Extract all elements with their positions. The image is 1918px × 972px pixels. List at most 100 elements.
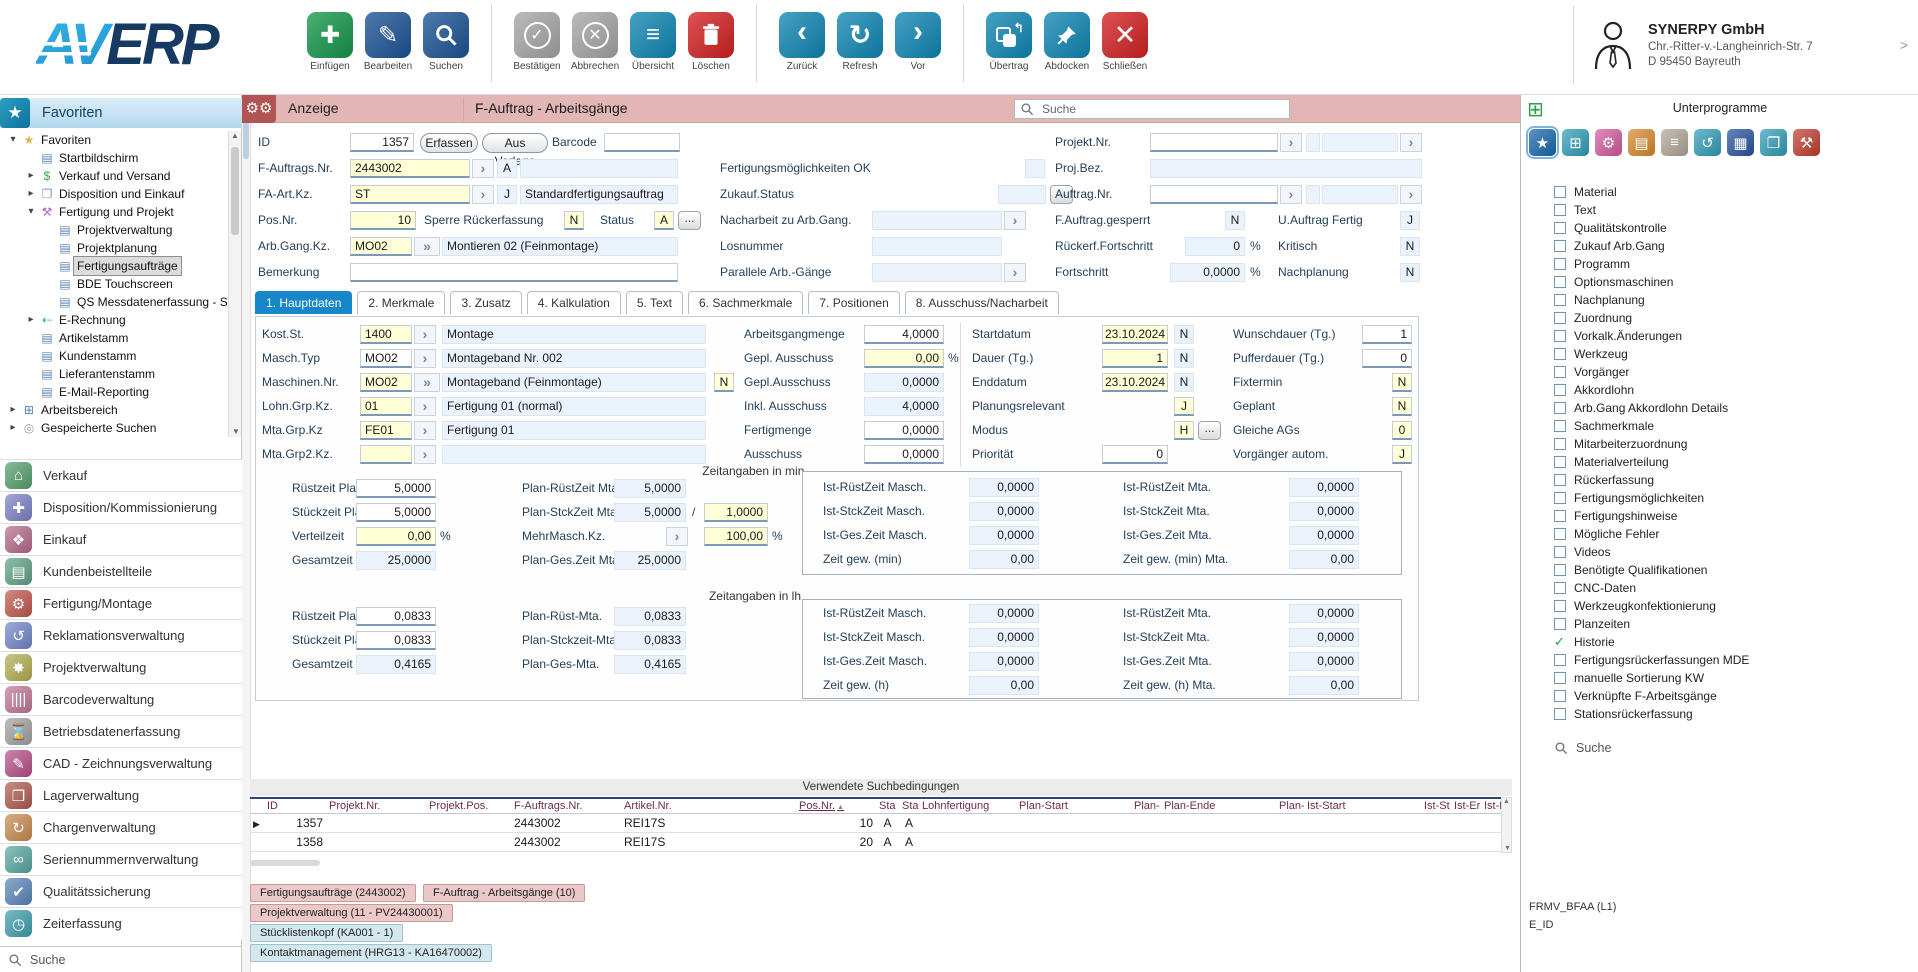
expander-icon[interactable]: ▸ xyxy=(28,188,34,199)
fa-art-field[interactable]: ST xyxy=(350,185,470,204)
tab[interactable]: 7. Positionen xyxy=(808,291,900,314)
ausschuss-field[interactable]: 0,0000 xyxy=(864,445,944,464)
gepl-ausschuss-pct-field[interactable]: 0,00 xyxy=(864,349,944,368)
subprogram-icon[interactable]: ↺ xyxy=(1694,129,1721,156)
column-header[interactable]: Sta xyxy=(879,800,896,812)
checkbox[interactable] xyxy=(1554,384,1566,396)
checkbox[interactable] xyxy=(1554,672,1566,684)
tree-item[interactable]: ▸ ❐ Disposition und Einkauf xyxy=(0,185,228,203)
checkbox[interactable] xyxy=(1554,348,1566,360)
auftrag-nr-field[interactable] xyxy=(1150,185,1278,204)
scrollbar-thumb[interactable] xyxy=(243,107,249,159)
geplant-flag[interactable]: N xyxy=(1392,397,1412,416)
subprogram-item[interactable]: ✓ Historie xyxy=(1521,633,1918,651)
subprogram-icon[interactable]: ⊞ xyxy=(1562,129,1589,156)
subprogram-item[interactable]: ✓ CNC-Daten xyxy=(1521,579,1918,597)
subprogram-item[interactable]: ✓ Sachmerkmale xyxy=(1521,417,1918,435)
subprogram-icon[interactable]: ⚙ xyxy=(1595,129,1622,156)
tree-item[interactable]: ▤ Lieferantenstamm xyxy=(0,365,228,383)
tree-item[interactable]: ▤ E-Mail-Reporting xyxy=(0,383,228,401)
tree-item[interactable]: ▤ Artikelstamm xyxy=(0,329,228,347)
bottom-tab-projektverwaltung[interactable]: Projektverwaltung (11 - PV24430001) xyxy=(250,904,453,922)
module-item[interactable]: ✸ Projektverwaltung xyxy=(0,651,242,683)
horizontal-scrollbar[interactable] xyxy=(250,860,320,866)
mehrmasch-arrow[interactable]: › xyxy=(666,527,688,546)
subprogram-item[interactable]: ✓ Rückerfassung xyxy=(1521,471,1918,489)
subprogram-icon[interactable]: ≡ xyxy=(1661,129,1688,156)
column-header[interactable] xyxy=(250,799,264,813)
subprogram-item[interactable]: ✓ Werkzeugkonfektionierung xyxy=(1521,597,1918,615)
column-header[interactable]: Plan- xyxy=(1279,800,1304,812)
forward-button[interactable]: › Vor xyxy=(891,12,945,72)
subprogram-item[interactable]: ✓ Videos xyxy=(1521,543,1918,561)
arbgang-lookup-arrow[interactable]: » xyxy=(414,237,440,256)
module-item[interactable]: ▤ Kundenbeistellteile xyxy=(0,555,242,587)
erfassen-button[interactable]: Erfassen xyxy=(420,133,478,153)
modus-more-button[interactable]: ... xyxy=(1198,421,1221,440)
checkbox[interactable] xyxy=(1554,258,1566,270)
subprogram-item[interactable]: ✓ Materialverteilung xyxy=(1521,453,1918,471)
close-button[interactable]: ✕ Schließen xyxy=(1098,12,1152,72)
parallele-field[interactable] xyxy=(872,263,1002,282)
subprogram-item[interactable]: ✓ Arb.Gang Akkordlohn Details xyxy=(1521,399,1918,417)
subprogram-item[interactable]: ✓ Text xyxy=(1521,201,1918,219)
masch-typ-field[interactable]: MO02 xyxy=(360,349,412,368)
kost-st-arrow[interactable]: › xyxy=(414,325,436,344)
module-item[interactable]: ✔ Qualitätssicherung xyxy=(0,875,242,907)
checkbox[interactable] xyxy=(1554,528,1566,540)
checkbox[interactable] xyxy=(1554,204,1566,216)
checkbox[interactable] xyxy=(1554,222,1566,234)
expander-icon[interactable]: ▾ xyxy=(28,206,34,217)
ruestzeit-plan-field[interactable]: 5,0000 xyxy=(356,479,436,498)
tree-item[interactable]: ▸ ◎ Gespeicherte Suchen xyxy=(0,419,228,437)
subprogram-item[interactable]: ✓ Zukauf Arb.Gang xyxy=(1521,237,1918,255)
subprogram-item[interactable]: ✓ manuelle Sortierung KW xyxy=(1521,669,1918,687)
column-header[interactable]: Projekt.Nr. xyxy=(329,800,381,812)
column-header[interactable]: Lohnfertigung xyxy=(922,800,990,812)
nacharbeit-field[interactable] xyxy=(872,211,1002,230)
prioritaet-field[interactable]: 0 xyxy=(1102,445,1168,464)
table-scrollbar[interactable]: ▲ ▼ xyxy=(1501,797,1512,853)
expander-icon[interactable]: ▸ xyxy=(28,170,34,181)
subprogram-icon[interactable]: ▦ xyxy=(1727,129,1754,156)
tree-item[interactable]: ▸ ⇠ E-Rechnung xyxy=(0,311,228,329)
arbeitsgangmenge-field[interactable]: 4,0000 xyxy=(864,325,944,344)
tree-item[interactable]: ▤ BDE Touchscreen xyxy=(0,275,228,293)
delete-button[interactable]: Löschen xyxy=(684,12,738,72)
checkbox[interactable] xyxy=(1554,690,1566,702)
tree-item[interactable]: ▤ Fertigungsaufträge xyxy=(0,256,228,276)
checkbox[interactable] xyxy=(1554,600,1566,612)
checkbox[interactable] xyxy=(1554,294,1566,306)
checkbox[interactable] xyxy=(1554,510,1566,522)
startdatum-field[interactable]: 23.10.2024 xyxy=(1102,325,1168,344)
tree-item[interactable]: ▤ QS Messdatenerfassung - S xyxy=(0,293,228,311)
stueckzeit-plan-field[interactable]: 5,0000 xyxy=(356,503,436,522)
subprogram-item[interactable]: ✓ Akkordlohn xyxy=(1521,381,1918,399)
maschinen-nr-arrow[interactable]: » xyxy=(414,373,440,392)
subprogram-item[interactable]: ✓ Qualitätskontrolle xyxy=(1521,219,1918,237)
tree-item[interactable]: ▤ Projektplanung xyxy=(0,239,228,257)
refresh-button[interactable]: ↻ Refresh xyxy=(833,12,887,72)
tree-item[interactable]: ▤ Startbildschirm xyxy=(0,149,228,167)
projekt-nr-field[interactable] xyxy=(1150,133,1278,152)
column-header[interactable]: Ist-Start xyxy=(1307,800,1346,812)
enddatum-field[interactable]: 23.10.2024 xyxy=(1102,373,1168,392)
status-flag[interactable]: A xyxy=(654,211,674,230)
subprogram-item[interactable]: ✓ Stationsrückerfassung xyxy=(1521,705,1918,723)
subprogram-icon[interactable]: ⚒ xyxy=(1793,129,1820,156)
mta-grp2-arrow[interactable]: › xyxy=(414,445,436,464)
projekt-nr-arrow[interactable]: › xyxy=(1280,133,1302,152)
transfer-button[interactable]: ↰ Übertrag xyxy=(982,12,1036,72)
checkbox[interactable] xyxy=(1554,240,1566,252)
checkbox[interactable] xyxy=(1554,330,1566,342)
plan-stckzeit-mta-field2[interactable]: 1,0000 xyxy=(704,503,768,522)
column-header[interactable]: Ist-Er xyxy=(1454,800,1481,812)
module-item[interactable]: ∞ Seriennummernverwaltung xyxy=(0,843,242,875)
scrollbar-thumb[interactable] xyxy=(231,147,239,235)
module-item[interactable]: ↺ Reklamationsverwaltung xyxy=(0,619,242,651)
subprogram-item[interactable]: ✓ Benötigte Qualifikationen xyxy=(1521,561,1918,579)
module-item[interactable]: |||| Barcodeverwaltung xyxy=(0,683,242,715)
tab[interactable]: 2. Merkmale xyxy=(357,291,446,314)
expander-icon[interactable]: ▸ xyxy=(10,422,16,433)
subprogram-item[interactable]: ✓ Zuordnung xyxy=(1521,309,1918,327)
